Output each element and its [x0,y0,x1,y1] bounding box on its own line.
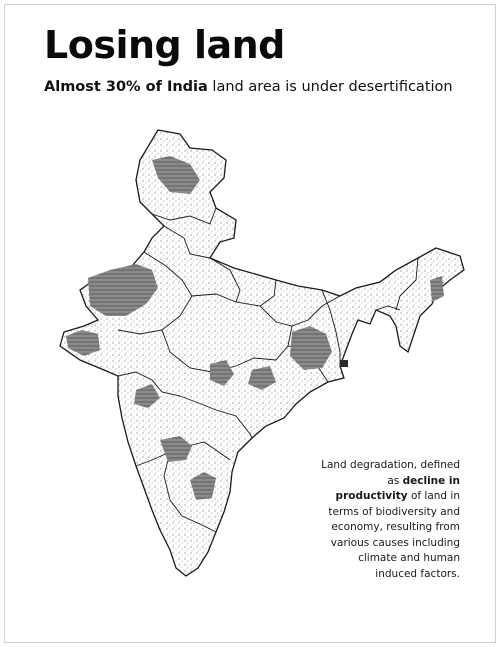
degraded-land-spot [340,360,348,367]
page-subtitle: Almost 30% of India land area is under d… [44,77,453,97]
page-frame [4,4,496,643]
subtitle-rest: land area is under desertification [207,79,453,95]
page-title: Losing land [44,23,285,67]
caption-text-2: of land in terms of biodiversity and eco… [328,490,460,580]
subtitle-highlight: Almost 30% of India [44,79,208,95]
degraded-land-areas [66,156,444,500]
map-caption: Land degradation, defined as decline in … [318,458,460,582]
india-mainland [59,129,465,577]
caption-text-1: Land degradation, defined as [321,459,460,487]
caption-highlight: decline in productivity [335,474,460,503]
india-map [59,129,465,577]
